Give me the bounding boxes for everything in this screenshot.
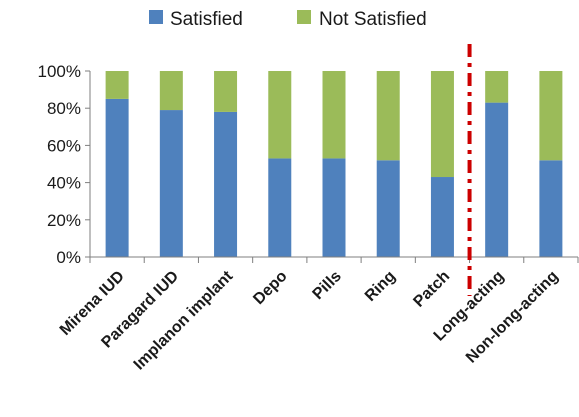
bar-segment-2-1 [214,71,238,112]
y-tick-label-0: 0% [56,248,81,267]
y-tick-label-4: 80% [47,99,81,118]
bar-segment-2-0 [214,111,238,257]
x-category-label-2: Implanon implant [131,267,237,373]
legend-swatch-1 [297,10,311,24]
y-axis: 0% 20% 40% 60% 80% 100% [38,62,91,267]
y-tick-label-1: 20% [47,211,81,230]
bar-segment-3-0 [268,158,292,257]
bar-segment-5-1 [376,71,400,161]
legend-label-0: Satisfied [170,9,243,30]
bar-segment-6-1 [430,71,454,178]
bar-segment-6-0 [430,177,454,257]
bars [105,71,563,258]
legend-swatch-0 [149,10,163,24]
y-tick-label-3: 60% [47,136,81,155]
bar-segment-0-1 [105,71,129,99]
bar-segment-3-1 [268,71,292,159]
x-category-label-6: Patch [410,268,453,311]
x-category-label-8: Non-long-acting [463,268,562,367]
legend-label-1: Not Satisfied [319,9,427,30]
x-category-label-4: Pills [310,268,345,303]
x-category-label-5: Ring [362,268,399,305]
bar-segment-5-0 [376,160,400,257]
bar-segment-1-1 [159,71,183,111]
bar-segment-7-1 [485,71,509,103]
x-category-label-3: Depo [250,268,290,308]
bar-segment-8-1 [539,71,563,161]
bar-segment-7-0 [485,102,509,258]
bar-segment-4-1 [322,71,346,159]
y-tick-label-2: 40% [47,174,81,193]
bar-segment-0-0 [105,98,129,258]
bar-segment-1-0 [159,110,183,257]
bar-segment-8-0 [539,160,563,257]
bar-segment-4-0 [322,158,346,257]
y-tick-label-5: 100% [38,62,81,81]
legend: Satisfied Not Satisfied [149,9,427,30]
